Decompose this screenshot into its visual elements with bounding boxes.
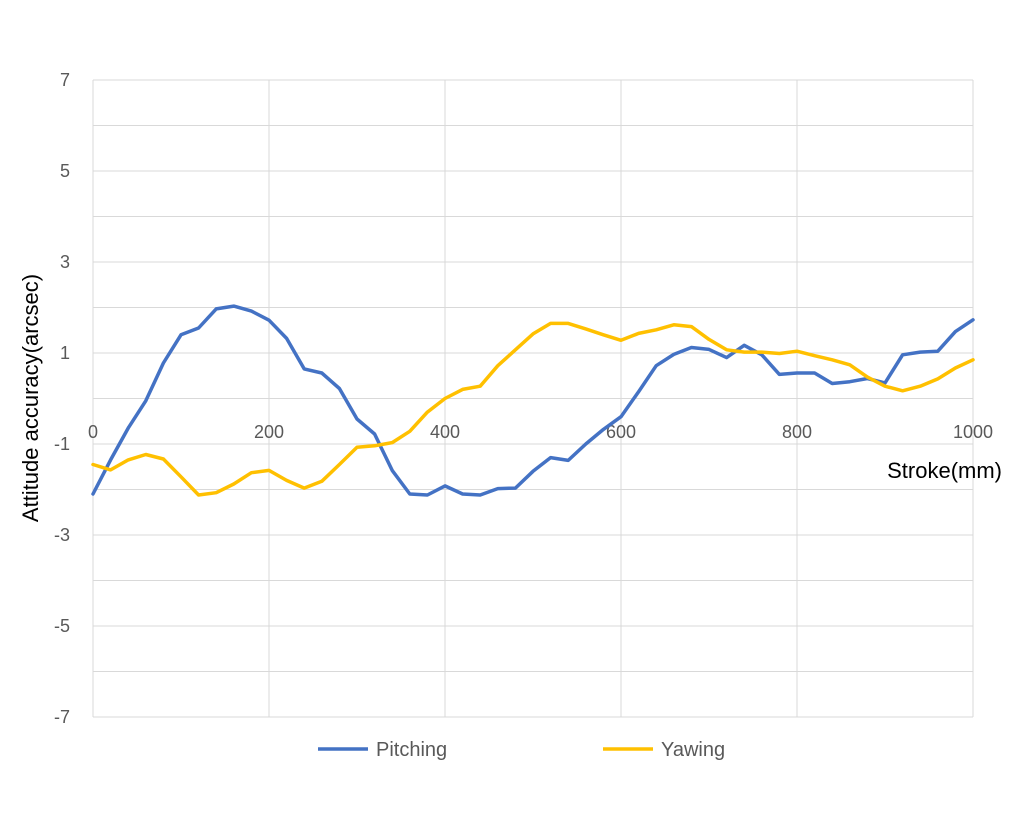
x-tick-label: 1000 <box>953 422 993 442</box>
grid-lines <box>92 79 974 718</box>
legend-label-pitching: Pitching <box>376 739 447 761</box>
x-tick-labels: 0 200 400 600 800 1000 <box>88 422 993 442</box>
y-tick-labels: 7 5 3 1 -1 -3 -5 -7 <box>54 70 70 727</box>
y-tick-label: 7 <box>60 70 70 90</box>
y-tick-label: -3 <box>54 525 70 545</box>
y-tick-label: 5 <box>60 161 70 181</box>
series-line-yawing <box>91 321 975 497</box>
series-lines <box>91 304 975 497</box>
x-axis-title: Stroke(mm) <box>887 458 1002 483</box>
x-tick-label: 600 <box>606 422 636 442</box>
x-tick-label: 800 <box>782 422 812 442</box>
y-tick-label: -1 <box>54 434 70 454</box>
legend: Pitching Yawing <box>318 739 725 761</box>
legend-label-yawing: Yawing <box>661 739 725 761</box>
series-line-pitching <box>91 304 975 497</box>
y-axis-title: Attitude accuracy(arcsec) <box>18 274 43 522</box>
y-tick-label: 1 <box>60 343 70 363</box>
x-tick-label: 0 <box>88 422 98 442</box>
x-tick-label: 400 <box>430 422 460 442</box>
x-tick-label: 200 <box>254 422 284 442</box>
y-tick-label: -7 <box>54 707 70 727</box>
y-tick-label: -5 <box>54 616 70 636</box>
y-tick-label: 3 <box>60 252 70 272</box>
